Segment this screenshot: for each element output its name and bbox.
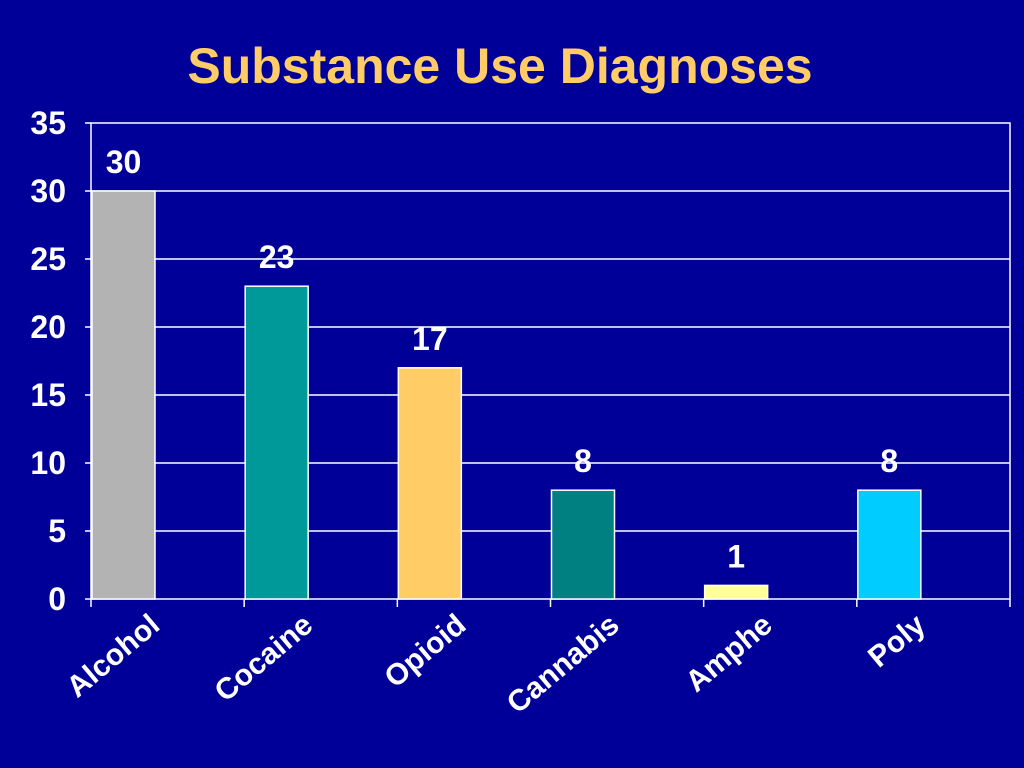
data-label: 8	[880, 443, 898, 479]
data-label: 17	[412, 321, 448, 357]
y-tick-label: 35	[30, 105, 66, 141]
data-label: 8	[574, 443, 592, 479]
bar-poly	[857, 489, 922, 600]
bar-alcohol	[91, 190, 156, 600]
x-category-label: Amphe	[680, 608, 779, 699]
x-category-label: Cannabis	[501, 608, 626, 720]
bar-opioid	[397, 367, 463, 600]
y-tick-label: 15	[30, 377, 66, 413]
data-label: 1	[727, 538, 745, 574]
bar-cocaine	[244, 285, 309, 600]
x-category-label: Opioid	[378, 608, 472, 694]
data-label: 30	[106, 144, 142, 180]
data-label: 23	[259, 239, 295, 275]
x-category-label: Poly	[862, 608, 932, 674]
y-tick-label: 10	[30, 445, 66, 481]
y-tick-label: 0	[48, 581, 66, 617]
y-tick-label: 30	[30, 173, 66, 209]
bar-amphe	[703, 584, 769, 600]
x-category-label: Alcohol	[61, 608, 166, 704]
y-tick-label: 20	[30, 309, 66, 345]
chart-title: Substance Use Diagnoses	[187, 38, 813, 94]
y-tick-label: 25	[30, 241, 66, 277]
bar-cannabis	[550, 489, 616, 600]
x-category-label: Cocaine	[209, 608, 320, 708]
y-tick-label: 5	[48, 513, 66, 549]
